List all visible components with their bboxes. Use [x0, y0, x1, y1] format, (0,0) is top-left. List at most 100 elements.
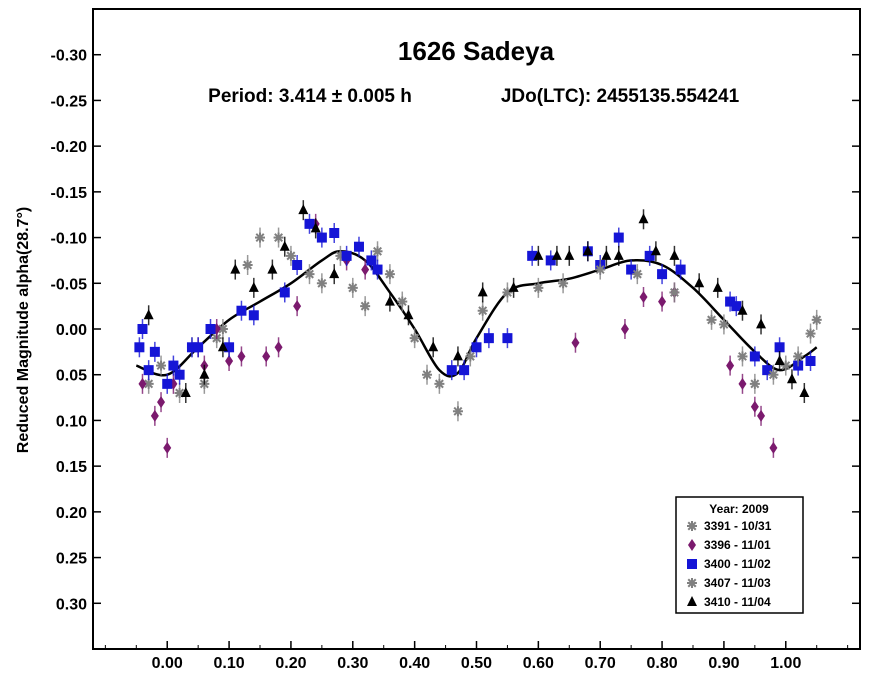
x-tick-label: 0.00 — [152, 655, 183, 672]
data-point-series-2 — [725, 296, 736, 307]
data-point-series-4 — [452, 350, 463, 361]
data-point-series-2 — [545, 255, 556, 266]
x-tick-label: 0.80 — [646, 655, 677, 672]
data-point-series-4 — [737, 304, 748, 315]
y-tick-label: -0.15 — [51, 185, 88, 202]
data-point-series-4 — [669, 249, 680, 260]
data-point-series-2 — [366, 255, 377, 266]
legend-marker — [687, 578, 697, 588]
data-point-series-0 — [242, 260, 253, 270]
data-point-series-3 — [811, 314, 822, 325]
data-point-series-1 — [639, 291, 648, 303]
data-point-series-2 — [292, 260, 303, 270]
data-point-series-0 — [409, 333, 420, 344]
data-point-series-4 — [384, 295, 395, 306]
data-point-series-2 — [657, 269, 668, 280]
y-tick-label: 0.30 — [56, 596, 87, 613]
y-tick-label: 0.00 — [56, 322, 87, 339]
data-point-series-0 — [360, 301, 371, 312]
data-point-series-3 — [768, 369, 779, 380]
data-point-series-1 — [738, 377, 747, 390]
chart-title: 1626 Sadeya — [398, 36, 555, 66]
fit-curve — [135, 250, 818, 378]
data-point-series-0 — [347, 282, 358, 293]
data-point-series-4 — [477, 286, 488, 297]
data-point-series-4 — [403, 309, 414, 320]
data-point-series-4 — [143, 309, 154, 320]
data-point-series-2 — [644, 250, 655, 261]
data-point-series-2 — [527, 250, 538, 261]
data-point-series-2 — [372, 264, 383, 275]
data-point-series-1 — [163, 441, 172, 454]
data-point-series-4 — [248, 281, 259, 292]
data-point-series-4 — [508, 281, 519, 292]
data-point-series-2 — [149, 346, 160, 357]
data-points — [134, 200, 822, 458]
data-point-series-0 — [285, 250, 296, 261]
axis-ticks: 0.00 0.10 0.20 0.30 0.40 0.50 0.60 0.70 0.80 0.90… — [51, 48, 860, 672]
data-point-series-4 — [298, 204, 309, 215]
data-point-series-4 — [199, 368, 210, 379]
data-point-series-2 — [162, 378, 173, 389]
y-tick-label: -0.30 — [51, 48, 88, 65]
data-point-series-4 — [329, 268, 340, 279]
x-tick-label: 0.30 — [337, 655, 368, 672]
legend-label: 3391 - 10/31 — [704, 519, 772, 533]
data-point-series-2 — [236, 305, 247, 316]
data-point-series-2 — [675, 264, 686, 275]
x-tick-label: 0.10 — [214, 655, 245, 672]
y-tick-label: -0.05 — [51, 276, 88, 293]
data-point-series-1 — [750, 400, 759, 413]
data-point-series-3 — [749, 378, 760, 389]
data-point-series-2 — [483, 333, 494, 344]
data-point-series-4 — [694, 277, 705, 288]
data-point-series-1 — [726, 359, 735, 372]
epoch-text: JDo(LTC): 2455135.554241 — [501, 86, 740, 107]
data-point-series-2 — [316, 232, 327, 243]
data-point-series-1 — [225, 355, 234, 367]
data-point-series-0 — [452, 406, 463, 417]
data-point-series-0 — [384, 269, 395, 280]
data-point-series-4 — [582, 245, 593, 256]
fit-curve-group — [135, 250, 818, 378]
data-point-series-3 — [533, 282, 544, 293]
data-point-series-2 — [446, 365, 457, 376]
data-point-series-4 — [613, 249, 624, 260]
data-point-series-1 — [571, 336, 580, 349]
legend-label: 3400 - 11/02 — [704, 557, 771, 571]
y-tick-label: -0.10 — [51, 231, 88, 248]
data-point-series-4 — [267, 263, 278, 274]
data-point-series-4 — [638, 213, 649, 224]
data-point-series-1 — [361, 263, 370, 276]
data-point-series-3 — [595, 264, 606, 275]
data-point-series-3 — [706, 314, 717, 325]
data-point-series-0 — [465, 351, 476, 362]
data-point-series-2 — [353, 241, 364, 252]
data-point-series-0 — [397, 296, 408, 307]
data-point-series-4 — [180, 387, 191, 397]
data-point-series-2 — [459, 365, 470, 376]
legend-marker — [687, 559, 697, 569]
data-point-series-2 — [174, 369, 185, 380]
data-point-series-4 — [650, 245, 661, 256]
data-point-series-0 — [477, 305, 488, 316]
x-tick-label: 0.90 — [708, 655, 739, 672]
data-point-series-2 — [143, 365, 154, 376]
y-tick-label: -0.20 — [51, 139, 88, 156]
y-tick-label: 0.15 — [56, 459, 87, 476]
data-point-series-4 — [551, 249, 562, 260]
data-point-series-2 — [805, 356, 816, 366]
data-point-series-2 — [279, 287, 290, 298]
period-text: Period: 3.414 ± 0.005 h — [208, 86, 412, 107]
data-point-series-2 — [248, 310, 259, 321]
legend-items: 3391 - 10/31 3396 - 11/01 3400 - 11/02 3407… — [687, 519, 772, 609]
data-point-series-2 — [186, 342, 197, 353]
data-point-series-4 — [217, 341, 228, 352]
data-point-series-1 — [157, 396, 166, 409]
data-point-series-1 — [293, 300, 302, 313]
data-point-series-1 — [769, 441, 778, 454]
data-point-series-0 — [273, 232, 284, 243]
data-point-series-4 — [564, 249, 575, 260]
x-tick-label: 0.60 — [523, 655, 554, 672]
